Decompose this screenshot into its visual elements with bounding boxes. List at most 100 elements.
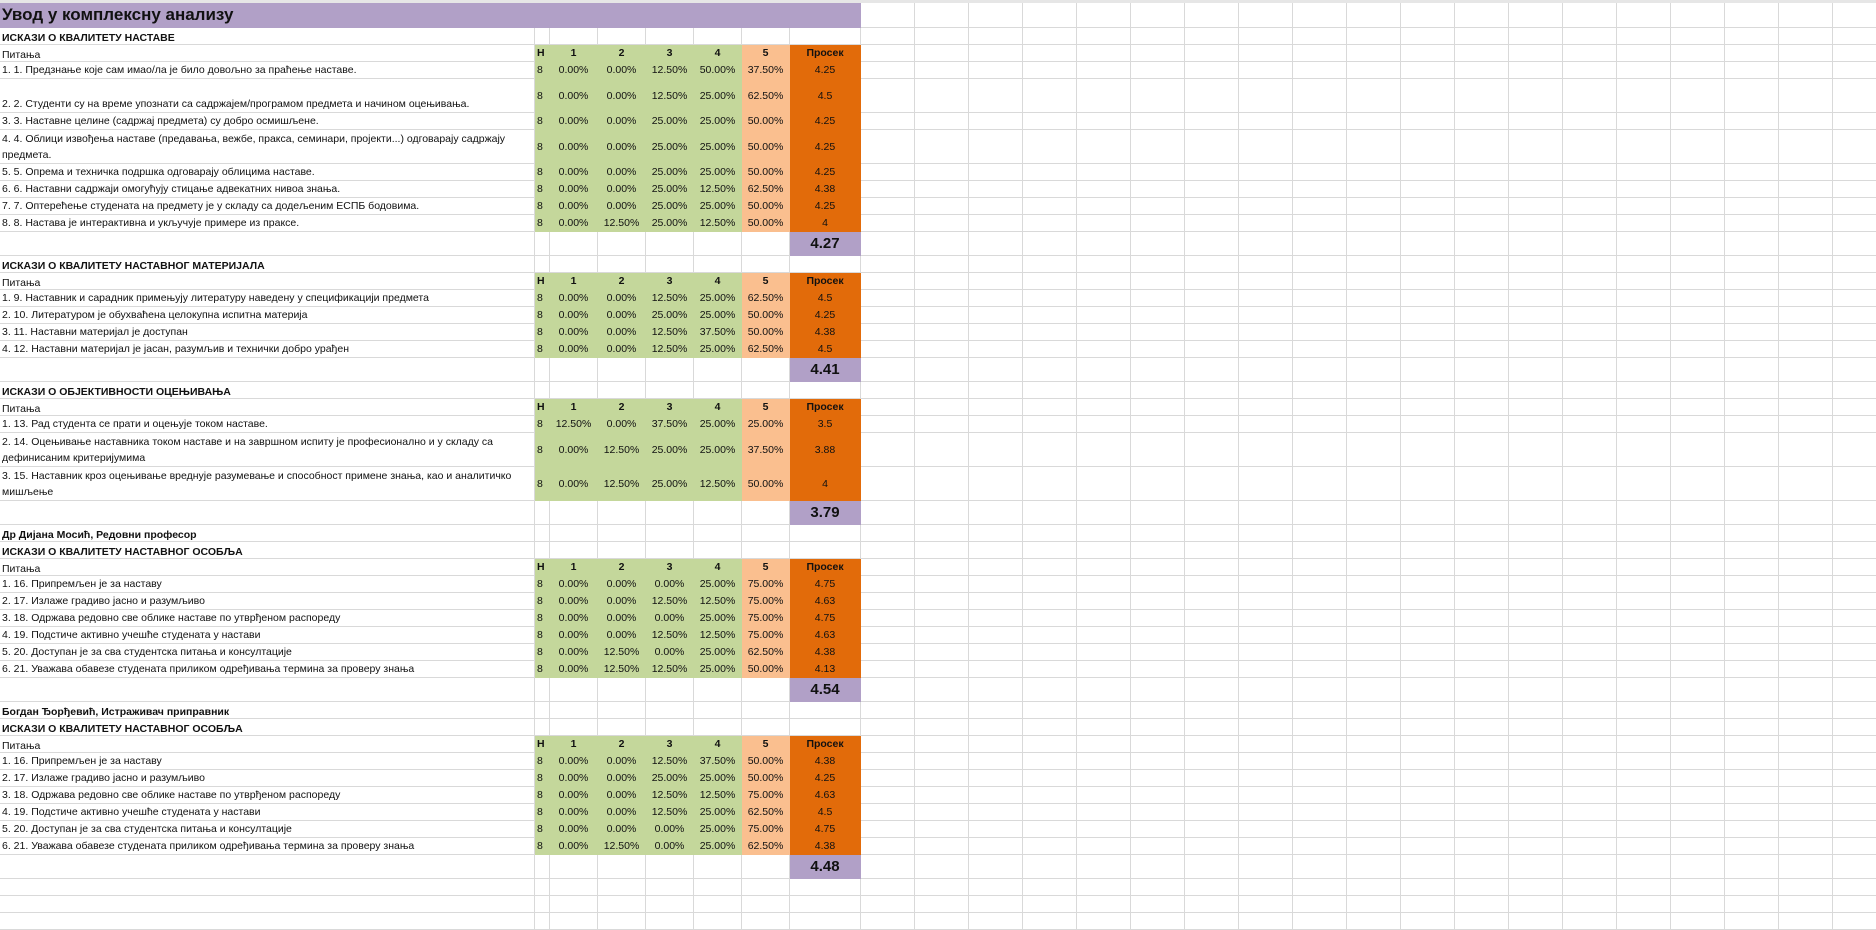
empty-cell[interactable] bbox=[1725, 644, 1780, 661]
empty-cell[interactable] bbox=[1563, 181, 1618, 198]
question-text[interactable]: 6. 21. Уважава обавезе студената прилико… bbox=[0, 838, 535, 855]
average-score[interactable]: 4.38 bbox=[790, 181, 862, 198]
empty-cell[interactable] bbox=[1131, 719, 1186, 736]
empty-cell[interactable] bbox=[1131, 358, 1186, 382]
average-score[interactable]: 4.25 bbox=[790, 164, 862, 181]
empty-cell[interactable] bbox=[1401, 290, 1456, 307]
empty-cell[interactable] bbox=[1617, 256, 1672, 273]
empty-cell[interactable] bbox=[1401, 821, 1456, 838]
empty-cell[interactable] bbox=[1347, 501, 1402, 525]
empty-cell[interactable] bbox=[1671, 719, 1726, 736]
empty-cell[interactable] bbox=[861, 879, 916, 896]
empty-cell[interactable] bbox=[1725, 358, 1780, 382]
empty-cell[interactable] bbox=[1671, 913, 1726, 930]
empty-cell[interactable] bbox=[1023, 644, 1078, 661]
empty-cell[interactable] bbox=[1725, 382, 1780, 399]
empty-cell[interactable] bbox=[1833, 28, 1876, 45]
empty-cell[interactable] bbox=[1401, 702, 1456, 719]
empty-cell[interactable] bbox=[1185, 181, 1240, 198]
average-score[interactable]: 4.5 bbox=[790, 290, 862, 307]
empty-cell[interactable] bbox=[1455, 559, 1510, 576]
percent-grade-1[interactable]: 0.00% bbox=[550, 593, 598, 610]
empty-cell[interactable] bbox=[1779, 821, 1834, 838]
empty-cell[interactable] bbox=[861, 215, 916, 232]
empty-cell[interactable] bbox=[1509, 433, 1564, 467]
empty-cell[interactable] bbox=[535, 382, 550, 399]
percent-grade-1[interactable]: 0.00% bbox=[550, 130, 598, 164]
empty-cell[interactable] bbox=[1563, 593, 1618, 610]
average-score[interactable]: 4 bbox=[790, 467, 862, 501]
empty-cell[interactable] bbox=[0, 232, 535, 256]
empty-cell[interactable] bbox=[915, 644, 970, 661]
empty-cell[interactable] bbox=[861, 753, 916, 770]
empty-cell[interactable] bbox=[1293, 290, 1348, 307]
empty-cell[interactable] bbox=[1185, 644, 1240, 661]
empty-cell[interactable] bbox=[1779, 324, 1834, 341]
empty-cell[interactable] bbox=[1239, 307, 1294, 324]
empty-cell[interactable] bbox=[1509, 113, 1564, 130]
empty-cell[interactable] bbox=[535, 678, 550, 702]
empty-cell[interactable] bbox=[598, 358, 646, 382]
empty-cell[interactable] bbox=[1239, 804, 1294, 821]
empty-cell[interactable] bbox=[1077, 804, 1132, 821]
empty-cell[interactable] bbox=[1455, 164, 1510, 181]
empty-cell[interactable] bbox=[1023, 576, 1078, 593]
empty-cell[interactable] bbox=[1509, 753, 1564, 770]
percent-grade-4[interactable]: 37.50% bbox=[694, 753, 742, 770]
empty-cell[interactable] bbox=[535, 896, 550, 913]
percent-grade-3[interactable]: 25.00% bbox=[646, 215, 694, 232]
column-header-question[interactable]: Питања bbox=[0, 559, 535, 576]
empty-cell[interactable] bbox=[1239, 661, 1294, 678]
empty-cell[interactable] bbox=[1833, 79, 1876, 113]
empty-cell[interactable] bbox=[1401, 896, 1456, 913]
column-header-n[interactable]: Н bbox=[535, 736, 550, 753]
empty-cell[interactable] bbox=[915, 358, 970, 382]
empty-cell[interactable] bbox=[1077, 753, 1132, 770]
percent-grade-5[interactable]: 75.00% bbox=[742, 627, 790, 644]
column-header-c3[interactable]: 3 bbox=[646, 559, 694, 576]
empty-cell[interactable] bbox=[550, 358, 598, 382]
empty-cell[interactable] bbox=[1779, 525, 1834, 542]
empty-cell[interactable] bbox=[1401, 3, 1456, 28]
empty-cell[interactable] bbox=[1509, 45, 1564, 62]
empty-cell[interactable] bbox=[1347, 307, 1402, 324]
empty-cell[interactable] bbox=[1293, 358, 1348, 382]
empty-cell[interactable] bbox=[1239, 273, 1294, 290]
empty-cell[interactable] bbox=[1617, 678, 1672, 702]
average-score[interactable]: 4.63 bbox=[790, 627, 862, 644]
empty-cell[interactable] bbox=[915, 307, 970, 324]
empty-cell[interactable] bbox=[742, 525, 790, 542]
empty-cell[interactable] bbox=[1833, 855, 1876, 879]
empty-cell[interactable] bbox=[1131, 610, 1186, 627]
percent-grade-1[interactable]: 0.00% bbox=[550, 181, 598, 198]
empty-cell[interactable] bbox=[550, 913, 598, 930]
empty-cell[interactable] bbox=[1833, 879, 1876, 896]
empty-cell[interactable] bbox=[694, 913, 742, 930]
empty-cell[interactable] bbox=[915, 525, 970, 542]
empty-cell[interactable] bbox=[969, 913, 1024, 930]
empty-cell[interactable] bbox=[1779, 576, 1834, 593]
empty-cell[interactable] bbox=[1455, 467, 1510, 501]
question-text[interactable]: 5. 20. Доступан је за сва студентска пит… bbox=[0, 644, 535, 661]
empty-cell[interactable] bbox=[1023, 181, 1078, 198]
percent-grade-3[interactable]: 12.50% bbox=[646, 341, 694, 358]
empty-cell[interactable] bbox=[969, 324, 1024, 341]
empty-cell[interactable] bbox=[1185, 736, 1240, 753]
empty-cell[interactable] bbox=[1779, 62, 1834, 79]
empty-cell[interactable] bbox=[1185, 62, 1240, 79]
empty-cell[interactable] bbox=[1725, 256, 1780, 273]
percent-grade-2[interactable]: 12.50% bbox=[598, 433, 646, 467]
empty-cell[interactable] bbox=[1563, 28, 1618, 45]
empty-cell[interactable] bbox=[1455, 702, 1510, 719]
empty-cell[interactable] bbox=[1239, 913, 1294, 930]
question-text[interactable]: 1. 13. Рад студента се прати и оцењује т… bbox=[0, 416, 535, 433]
empty-cell[interactable] bbox=[915, 324, 970, 341]
empty-cell[interactable] bbox=[1077, 45, 1132, 62]
empty-cell[interactable] bbox=[915, 62, 970, 79]
empty-cell[interactable] bbox=[1023, 610, 1078, 627]
empty-cell[interactable] bbox=[1293, 610, 1348, 627]
empty-cell[interactable] bbox=[1347, 821, 1402, 838]
empty-cell[interactable] bbox=[598, 719, 646, 736]
empty-cell[interactable] bbox=[1401, 879, 1456, 896]
empty-cell[interactable] bbox=[1509, 181, 1564, 198]
